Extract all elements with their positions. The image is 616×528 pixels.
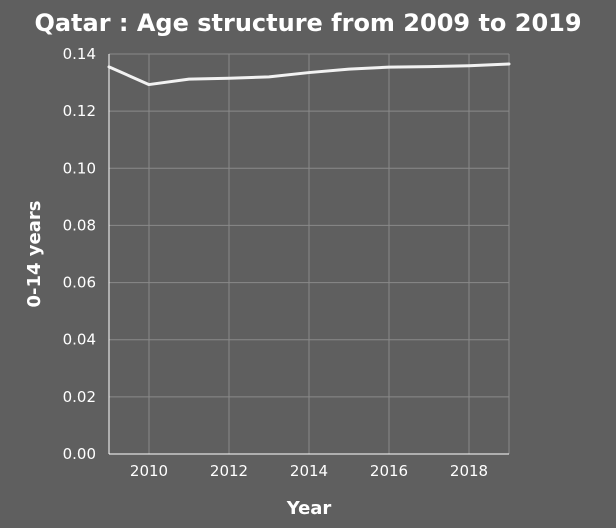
y-tick-label: 0.06	[63, 274, 96, 292]
y-tick-label: 0.04	[63, 331, 96, 349]
x-tick-label: 2018	[450, 462, 488, 480]
y-tick-label: 0.02	[63, 388, 96, 406]
series-line-0-14-years	[107, 62, 511, 87]
y-axis-label: 0-14 years	[24, 201, 45, 308]
chart-title: Qatar : Age structure from 2009 to 2019	[34, 9, 581, 37]
x-axis-label: Year	[286, 498, 332, 519]
grid-layer	[109, 53, 510, 455]
x-tick-label: 2016	[370, 462, 408, 480]
x-tick-label: 2014	[290, 462, 328, 480]
y-tick-label: 0.12	[63, 102, 96, 120]
tick-label-layer: 0.00 0.02 0.04 0.06 0.08 0.10 0.12 0.14 2010 2012…	[63, 45, 489, 480]
x-tick-label: 2012	[210, 462, 248, 480]
y-tick-label: 0.14	[63, 45, 96, 63]
y-tick-label: 0.10	[63, 159, 96, 177]
axis-layer	[108, 54, 509, 455]
y-tick-label: 0.08	[63, 216, 96, 234]
x-tick-label: 2010	[130, 462, 168, 480]
y-tick-label: 0.00	[63, 445, 96, 463]
series-layer	[107, 62, 511, 87]
